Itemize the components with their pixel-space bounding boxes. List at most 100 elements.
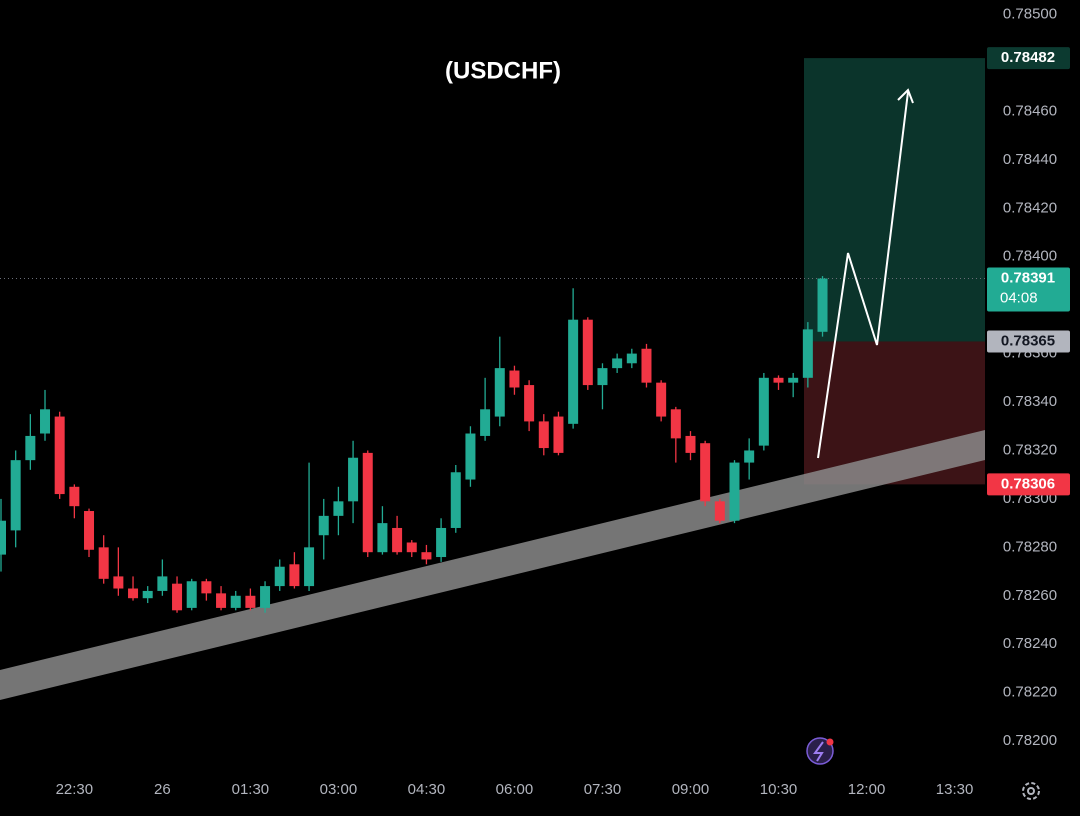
icon-bolt[interactable] [813, 741, 824, 762]
candle-body [318, 515, 329, 536]
y-tick-label: 0.78220 [1003, 684, 1057, 701]
x-tick-label: 04:30 [408, 781, 446, 798]
price-badge-label: 0.78391 [1001, 269, 1055, 286]
candle-body [304, 547, 315, 587]
price-badge-label: 0.78482 [1001, 49, 1055, 66]
y-tick-label: 0.78420 [1003, 199, 1057, 216]
candle-body [201, 581, 212, 594]
axes: 0.78200 0.78220 0.78240 0.78260 0.78280 0.783… [56, 6, 1070, 798]
candle-body [450, 472, 461, 528]
candle-body [40, 409, 51, 434]
lightning-icon[interactable] [806, 737, 834, 765]
x-tick-label: 01:30 [232, 781, 270, 798]
candle-body [714, 501, 725, 521]
candle-body [128, 588, 139, 599]
candle-body [568, 319, 579, 424]
candle-body [362, 452, 373, 553]
y-tick-label: 0.78440 [1003, 151, 1057, 168]
candle-body [582, 319, 593, 386]
candle-body [597, 368, 608, 386]
candle-body [553, 416, 564, 453]
candle-body [69, 486, 80, 507]
icon-dot[interactable] [826, 738, 834, 746]
candle-body [802, 329, 813, 378]
candle-body [758, 377, 769, 446]
candle-body [685, 435, 696, 453]
x-tick-label: 03:00 [320, 781, 358, 798]
settings-icon[interactable] [1022, 782, 1040, 800]
candle-body [0, 520, 6, 555]
icon-circle[interactable] [806, 737, 834, 765]
candle-body [172, 583, 183, 611]
x-tick-label: 13:30 [936, 781, 974, 798]
price-badge-label: 0.78365 [1001, 332, 1055, 349]
candle-body [700, 443, 711, 502]
gear-inner[interactable] [1027, 787, 1035, 795]
candle-body [260, 586, 271, 608]
x-tick-label: 12:00 [848, 781, 886, 798]
candle-body [538, 421, 549, 449]
gear-outer[interactable] [1022, 782, 1040, 800]
candle-body [524, 385, 535, 422]
x-tick-label: 10:30 [760, 781, 798, 798]
candle-body [157, 576, 168, 591]
x-tick-label: 22:30 [56, 781, 94, 798]
candle-body [230, 595, 241, 608]
candle-body [10, 460, 21, 531]
price-badge [987, 330, 1070, 353]
candle-body [509, 370, 520, 388]
countdown: 04:08 [1000, 289, 1038, 306]
price-badge [987, 267, 1070, 312]
candle-body [333, 501, 344, 516]
x-tick-label: 06:00 [496, 781, 534, 798]
y-tick-label: 0.78340 [1003, 393, 1057, 410]
candle-body [245, 595, 256, 608]
candle-body [377, 523, 388, 553]
candle-body [656, 382, 667, 417]
x-tick-label: 09:00 [672, 781, 710, 798]
projection-arrow [817, 91, 909, 459]
candle-body [113, 576, 124, 589]
candle-body [289, 564, 300, 587]
y-tick-label: 0.78460 [1003, 102, 1057, 119]
arrow-head [897, 88, 914, 104]
x-tick-label: 26 [154, 781, 171, 798]
candle-body [788, 377, 799, 383]
candle-body [98, 547, 109, 579]
y-tick-label: 0.78240 [1003, 635, 1057, 652]
candle-body [216, 593, 227, 608]
candle-body [817, 278, 828, 332]
candle-body [626, 353, 637, 364]
candle-body [392, 527, 403, 553]
candle-body [142, 590, 153, 599]
candle-body [612, 358, 623, 369]
candle-body [729, 462, 740, 521]
chart-title: (USDCHF) [445, 57, 561, 84]
candle-body [274, 566, 285, 587]
candle-body [84, 511, 95, 550]
candle-body [406, 542, 417, 553]
candle-body [25, 435, 36, 461]
candle-body [641, 348, 652, 383]
x-tick-label: 07:30 [584, 781, 622, 798]
price-badge-label: 0.78306 [1001, 475, 1055, 492]
candle-body [494, 368, 505, 417]
candle-body [480, 409, 491, 436]
price-badge [987, 47, 1070, 70]
y-tick-label: 0.78200 [1003, 732, 1057, 749]
candle-body [465, 433, 476, 480]
candle-body [186, 581, 197, 608]
candle-body [670, 409, 681, 439]
y-tick-label: 0.78500 [1003, 6, 1057, 23]
price-badge [987, 473, 1070, 496]
candle-body [436, 527, 447, 558]
y-tick-label: 0.78260 [1003, 587, 1057, 604]
candle-body [744, 450, 755, 463]
y-tick-label: 0.78400 [1003, 248, 1057, 265]
candle-body [773, 377, 784, 383]
candle-body [54, 416, 65, 495]
y-tick-label: 0.78320 [1003, 441, 1057, 458]
candle-body [421, 552, 432, 560]
